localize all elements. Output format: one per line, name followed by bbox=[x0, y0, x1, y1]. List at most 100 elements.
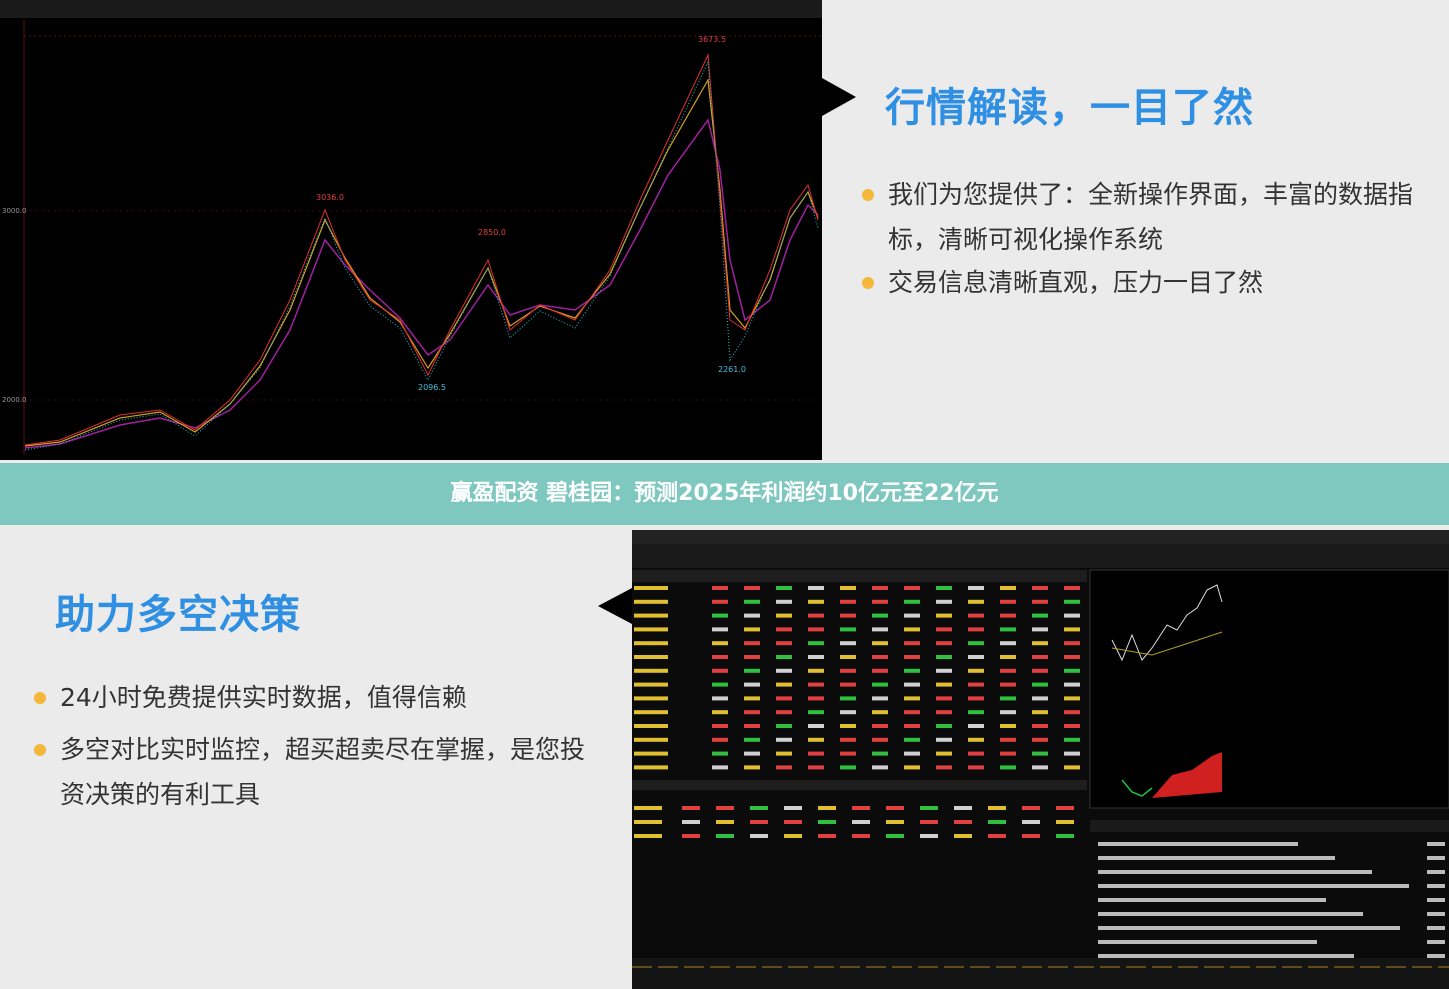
row-cell bbox=[1000, 655, 1016, 659]
row-cell bbox=[712, 682, 728, 687]
axis-label: 3000.0 bbox=[2, 207, 27, 215]
row-cell bbox=[776, 724, 792, 728]
row-cell bbox=[968, 655, 984, 659]
row-cell bbox=[1000, 710, 1016, 715]
row-cell bbox=[776, 710, 792, 715]
row-cell bbox=[744, 737, 760, 742]
row-cell bbox=[1032, 599, 1048, 604]
row-cell bbox=[904, 751, 920, 756]
row-cell bbox=[840, 751, 856, 756]
row-cell bbox=[904, 737, 920, 742]
row-cell bbox=[872, 668, 888, 673]
row-cell bbox=[1022, 820, 1040, 824]
row-cell bbox=[776, 737, 792, 742]
row-cell bbox=[808, 613, 824, 618]
row-name bbox=[634, 627, 668, 632]
price-label: 2261.0 bbox=[718, 365, 746, 374]
news-line bbox=[1098, 940, 1317, 944]
table-header bbox=[632, 780, 1087, 790]
row-cell bbox=[840, 627, 856, 632]
row-cell bbox=[904, 586, 920, 590]
row-cell bbox=[712, 724, 728, 728]
row-cell bbox=[1064, 751, 1080, 756]
row-cell bbox=[784, 834, 802, 838]
row-cell bbox=[840, 641, 856, 646]
row-cell bbox=[988, 820, 1006, 824]
row-cell bbox=[776, 682, 792, 687]
news-line bbox=[1098, 954, 1354, 958]
row-cell bbox=[712, 765, 728, 770]
row-cell bbox=[808, 765, 824, 770]
row-name bbox=[634, 737, 668, 742]
row-cell bbox=[808, 696, 824, 701]
row-cell bbox=[682, 834, 700, 838]
row-name bbox=[634, 668, 668, 673]
news-time bbox=[1427, 898, 1445, 902]
row-cell bbox=[784, 806, 802, 810]
tab-bar bbox=[1090, 820, 1449, 832]
row-cell bbox=[872, 682, 888, 687]
row-cell bbox=[1000, 751, 1016, 756]
mini-price-line bbox=[1111, 584, 1223, 662]
row-cell bbox=[920, 806, 938, 810]
row-cell bbox=[936, 751, 952, 756]
news-time bbox=[1427, 912, 1445, 916]
row-cell bbox=[904, 724, 920, 728]
news-time bbox=[1427, 884, 1445, 888]
row-cell bbox=[1000, 682, 1016, 687]
bullet-text: 我们为您提供了：全新操作界面，丰富的数据指标，清晰可视化操作系统 bbox=[888, 180, 1414, 254]
row-cell bbox=[750, 806, 768, 810]
row-cell bbox=[936, 599, 952, 604]
row-cell bbox=[920, 820, 938, 824]
row-name bbox=[634, 820, 662, 824]
row-cell bbox=[1032, 710, 1048, 715]
row-cell bbox=[744, 710, 760, 715]
row-cell bbox=[886, 820, 904, 824]
row-cell bbox=[936, 710, 952, 715]
row-cell bbox=[744, 682, 760, 687]
row-cell bbox=[744, 599, 760, 604]
row-cell bbox=[1000, 737, 1016, 742]
row-cell bbox=[712, 737, 728, 742]
row-cell bbox=[808, 586, 824, 590]
row-cell bbox=[776, 627, 792, 632]
row-cell bbox=[872, 696, 888, 701]
row-cell bbox=[904, 613, 920, 618]
row-cell bbox=[776, 655, 792, 659]
bullet-dot bbox=[34, 692, 46, 704]
row-cell bbox=[968, 710, 984, 715]
row-cell bbox=[1032, 696, 1048, 701]
mini-ma-line bbox=[1111, 631, 1223, 656]
bullet-dot bbox=[34, 744, 46, 756]
row-name bbox=[634, 641, 668, 646]
banner: 赢盈配资 碧桂园：预测2025年利润约10亿元至22亿元 bbox=[0, 463, 1449, 525]
row-cell bbox=[1064, 724, 1080, 728]
row-cell bbox=[1032, 641, 1048, 646]
row-cell bbox=[1064, 586, 1080, 590]
row-cell bbox=[818, 834, 836, 838]
ma-line bbox=[24, 118, 819, 449]
row-cell bbox=[776, 751, 792, 756]
chart-bg bbox=[0, 0, 822, 460]
row-cell bbox=[968, 682, 984, 687]
bubble-arrow bbox=[598, 588, 632, 624]
row-cell bbox=[716, 834, 734, 838]
row-cell bbox=[1000, 696, 1016, 701]
row-cell bbox=[886, 834, 904, 838]
row-cell bbox=[840, 737, 856, 742]
price-label: 3673.5 bbox=[698, 35, 726, 44]
row-cell bbox=[1032, 586, 1048, 590]
row-cell bbox=[744, 668, 760, 673]
news-time bbox=[1427, 926, 1445, 930]
row-cell bbox=[744, 751, 760, 756]
row-cell bbox=[1000, 599, 1016, 604]
row-cell bbox=[784, 820, 802, 824]
row-cell bbox=[744, 655, 760, 659]
row-name bbox=[634, 765, 668, 770]
volume-line bbox=[1121, 779, 1153, 797]
heading: 行情解读，一目了然 bbox=[885, 85, 1254, 131]
row-cell bbox=[904, 641, 920, 646]
row-cell bbox=[750, 834, 768, 838]
axis-label: 2000.0 bbox=[2, 396, 27, 404]
menu-bar bbox=[632, 530, 1449, 544]
